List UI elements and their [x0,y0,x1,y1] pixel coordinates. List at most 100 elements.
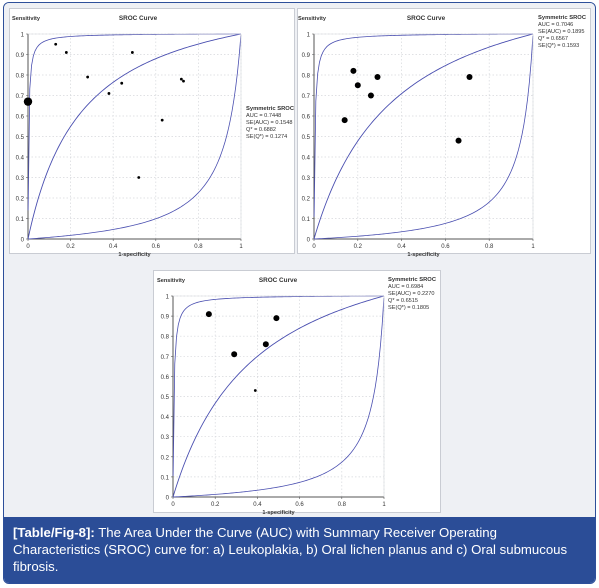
y-tick-label: 0.6 [302,115,311,121]
x-tick-label: 0.8 [485,244,494,250]
y-tick-label: 0.7 [161,355,170,361]
x-tick-label: 0.8 [338,502,347,508]
y-tick-label: 0.4 [302,156,311,162]
sroc-upper-bound [313,33,533,217]
y-tick-label: 0.7 [16,94,25,100]
sroc-curve [313,33,534,239]
sroc-lower-bound [314,35,534,240]
y-tick-label: 0.7 [302,94,311,100]
chart-title: SROC Curve [119,15,158,22]
study-point [374,74,381,81]
sroc-upper-bound [172,295,384,477]
x-tick-label: 0 [312,244,316,250]
y-tick-label: 0.1 [302,217,311,223]
legend-entry: SE(Q*) = 0.1274 [246,134,287,140]
x-tick-label: 1 [382,502,386,508]
figure-frame: 0 0.1 0.2 0.3 0.4 0.5 0.6 0.7 0.8 0.9 1 0 0.2 0.4 0.6 0… [3,2,596,584]
x-tick-label: 0.4 [397,244,406,250]
study-point [23,97,33,106]
y-tick-label: 0.2 [16,197,25,203]
y-tick-label: 0.1 [16,217,25,223]
y-tick-label: 0.9 [302,53,311,59]
sroc-chart-a: 0 0.1 0.2 0.3 0.4 0.5 0.6 0.7 0.8 0.9 1 0 0.2 0.4 0.6 0… [12,15,295,258]
y-tick-label: 0.5 [16,135,25,141]
legend-entry: SE(AUC) = 0.1548 [246,120,292,126]
y-tick-label: 1 [307,33,311,39]
y-tick-label: 0 [307,238,311,244]
legend-title: Symmetric SROC [246,106,295,112]
chart-panel-a: 0 0.1 0.2 0.3 0.4 0.5 0.6 0.7 0.8 0.9 1 0 0.2 0.4 0.6 0… [9,8,295,258]
chart-title: SROC Curve [259,277,298,284]
x-axis-label: 1-specificity [262,510,295,516]
study-point [64,51,68,54]
caption-label: [Table/Fig-8]: [13,525,95,540]
y-tick-label: 0.4 [161,415,170,421]
y-tick-label: 0.1 [161,475,170,481]
chart-panel-b: 0 0.1 0.2 0.3 0.4 0.5 0.6 0.7 0.8 0.9 1 0 0.2 0.4 0.6 0… [297,8,591,258]
y-tick-label: 0.6 [161,375,170,381]
x-tick-label: 0.6 [295,502,304,508]
study-point [466,74,473,81]
sroc-upper-bound [27,33,241,211]
legend-title: Symmetric SROC [538,15,587,21]
study-point [354,82,361,89]
sroc-lower-bound [28,35,242,240]
x-tick-label: 0.2 [354,244,363,250]
legend-entry: Q* = 0.6882 [246,127,276,133]
y-axis-label: Sensitivity [298,16,327,22]
study-point [54,42,58,46]
legend-entry: AUC = 0.7448 [246,113,281,119]
x-tick-label: 0.2 [66,244,75,250]
study-point [179,77,183,81]
y-tick-label: 0.5 [302,135,311,141]
legend-entry: SE(AUC) = 0.2270 [388,291,434,297]
y-tick-label: 0.2 [161,455,170,461]
study-point [160,118,164,122]
legend-entry: SE(Q*) = 0.1593 [538,43,579,49]
y-tick-label: 1 [166,295,170,301]
y-tick-label: 0.9 [16,53,25,59]
figure-caption: [Table/Fig-8]: The Area Under the Curve … [4,517,595,583]
y-tick-label: 0.5 [161,395,170,401]
y-tick-label: 0.8 [161,335,170,341]
study-point [137,176,141,179]
study-point [367,92,374,99]
x-tick-label: 1 [531,244,535,250]
y-tick-label: 0.3 [161,435,170,441]
x-tick-label: 0 [26,244,30,250]
legend-entry: AUC = 0.6984 [388,284,423,290]
x-tick-label: 0.8 [194,244,203,250]
x-axis-label: 1-specificity [407,252,440,258]
sroc-chart-b: 0 0.1 0.2 0.3 0.4 0.5 0.6 0.7 0.8 0.9 1 0 0.2 0.4 0.6 0… [298,15,587,258]
study-point [273,315,280,322]
y-tick-label: 0 [21,238,25,244]
study-point [120,81,124,85]
study-point [455,137,462,144]
x-tick-label: 0.4 [109,244,118,250]
y-tick-label: 0.8 [16,74,25,80]
study-point [182,79,185,83]
study-point [86,75,90,79]
legend-title: Symmetric SROC [388,277,437,283]
legend-entry: AUC = 0.7046 [538,22,573,28]
chart-title: SROC Curve [407,15,446,22]
x-tick-label: 1 [239,244,243,250]
y-tick-label: 0.9 [161,315,170,321]
legend-entry: SE(AUC) = 0.1895 [538,29,584,35]
y-tick-label: 1 [21,33,25,39]
x-tick-label: 0.6 [152,244,161,250]
y-tick-label: 0.4 [16,156,25,162]
sroc-lower-bound [173,297,385,498]
y-axis-label: Sensitivity [157,278,186,284]
sroc-chart-c: 0 0.1 0.2 0.3 0.4 0.5 0.6 0.7 0.8 0.9 1 0 0.2 0.4 0.6 0… [157,277,437,516]
x-tick-label: 0.2 [211,502,220,508]
y-axis-label: Sensitivity [12,16,41,22]
study-point [341,117,348,124]
study-point [262,341,269,348]
chart-panel-c: 0 0.1 0.2 0.3 0.4 0.5 0.6 0.7 0.8 0.9 1 0 0.2 0.4 0.6 0… [153,270,441,516]
legend-entry: SE(Q*) = 0.1805 [388,305,429,311]
study-point [350,67,357,74]
legend-entry: Q* = 0.6515 [388,298,418,304]
study-point [107,92,111,95]
y-tick-label: 0.3 [16,176,25,182]
